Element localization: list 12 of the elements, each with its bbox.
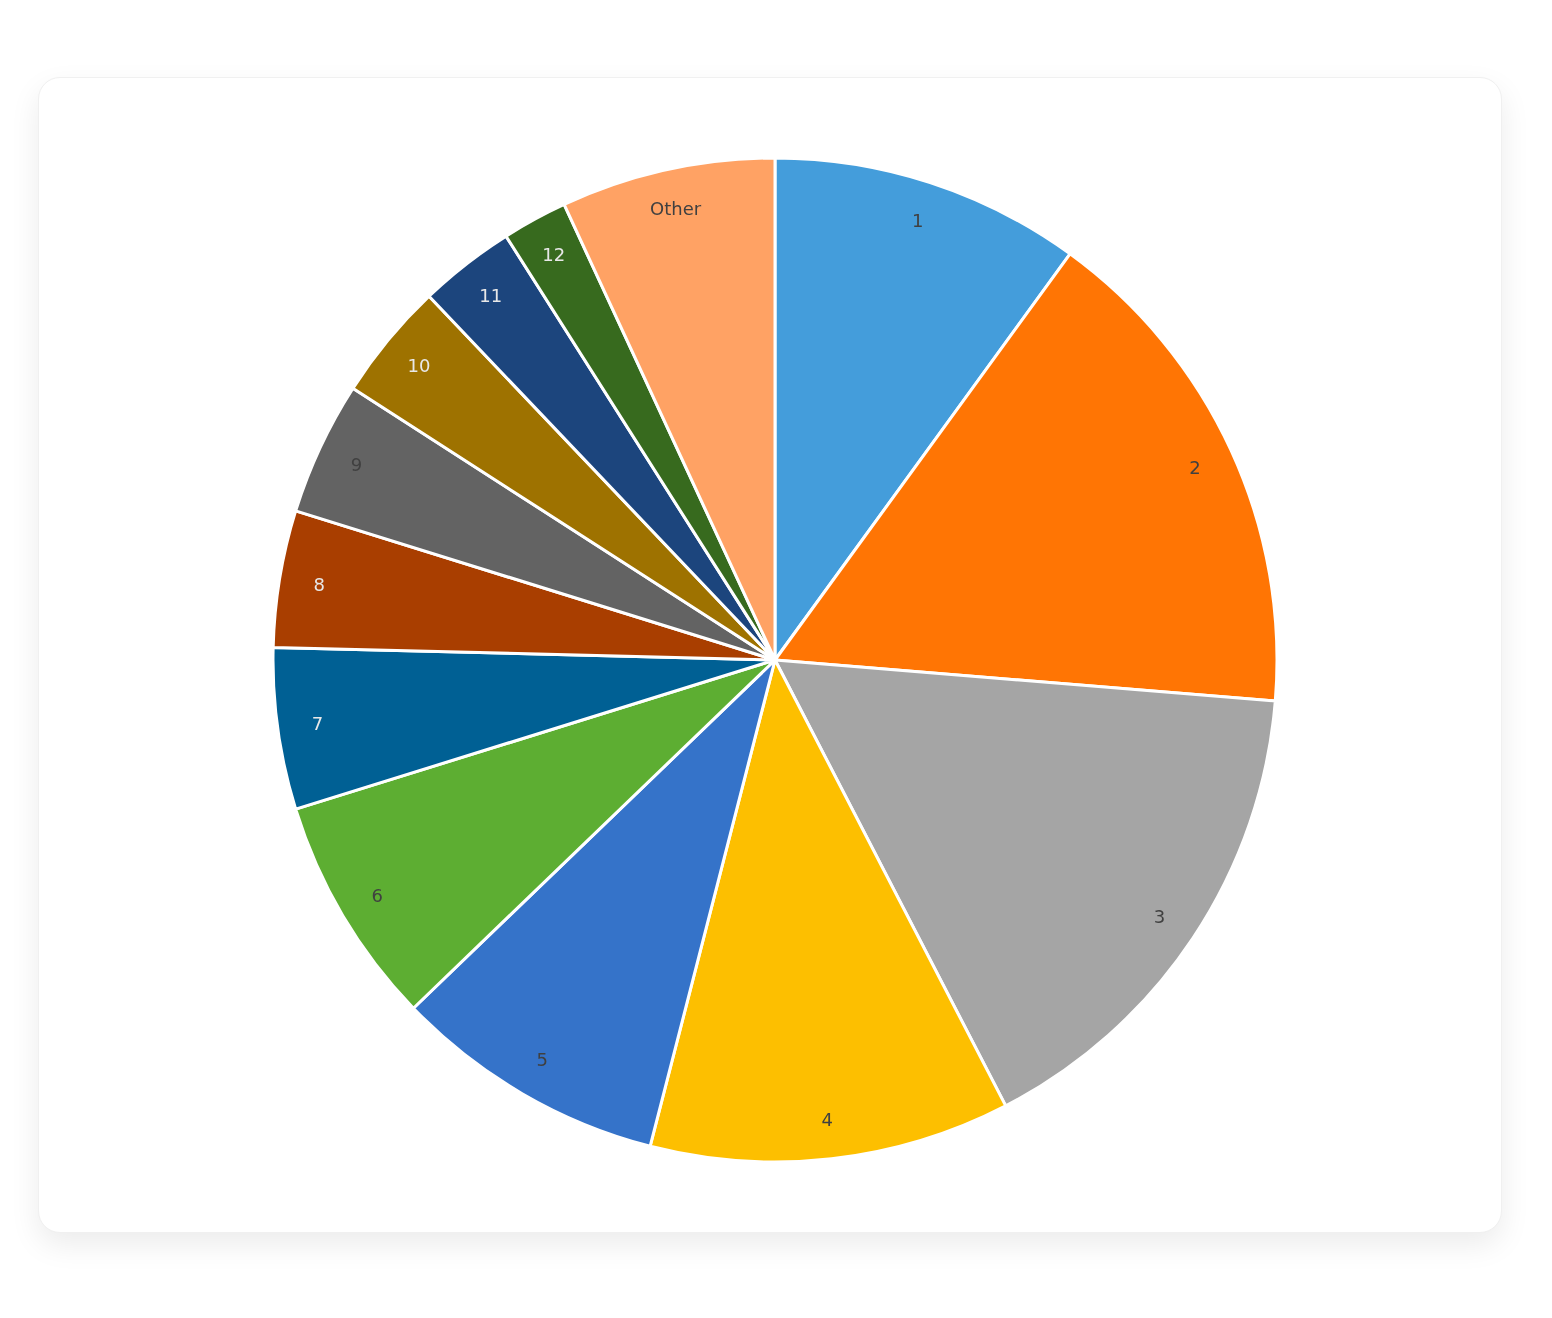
slice-label: 10 [407, 355, 431, 377]
slice-label: 5 [536, 1048, 549, 1070]
slice-label: 3 [1153, 905, 1166, 927]
slice-label: 6 [371, 884, 384, 906]
slice-label: 2 [1189, 456, 1201, 478]
slice-label: 8 [313, 574, 325, 596]
slice-label: 1 [912, 210, 924, 232]
slice-label: 11 [479, 285, 503, 307]
slice-label: 4 [821, 1108, 833, 1130]
slice-label: Other [650, 198, 702, 220]
slice-label: 12 [542, 243, 566, 265]
slice-label: 7 [311, 713, 324, 735]
